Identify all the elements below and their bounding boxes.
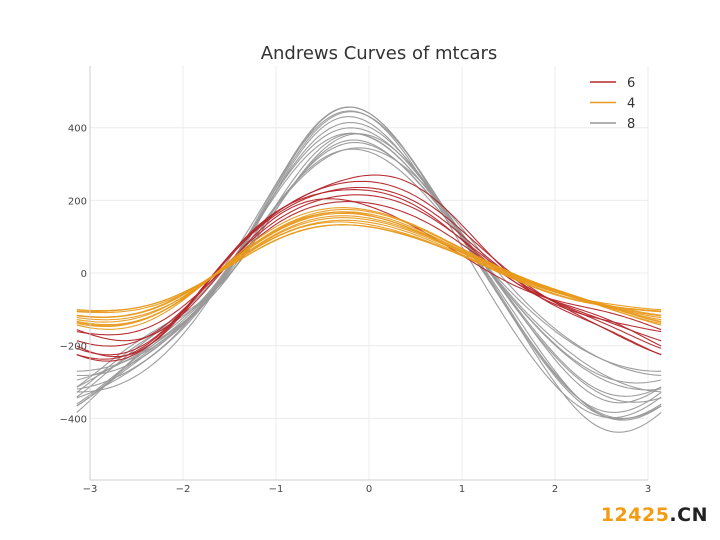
andrews-curve-group-4 <box>76 211 662 326</box>
andrews-curve-group-8 <box>76 132 662 391</box>
y-tick-label: 400 <box>68 124 87 135</box>
chart-title: Andrews Curves of mtcars <box>261 43 498 64</box>
legend-label-6: 6 <box>627 76 635 91</box>
andrews-curve-group-6 <box>76 180 662 360</box>
x-tick-label: 0 <box>366 484 372 495</box>
x-tick-label: −1 <box>269 484 284 495</box>
curves <box>76 106 662 433</box>
andrews-curve-group-8 <box>76 139 662 404</box>
andrews-curve-group-8 <box>76 127 662 393</box>
watermark: 12425.CN <box>601 504 708 526</box>
andrews-curve-group-6 <box>76 194 662 347</box>
grid <box>89 66 649 480</box>
tick-labels: −3 −2 −1 0 1 2 3 −400 −200 0 200 400 <box>60 124 652 495</box>
legend: 6 4 8 <box>590 76 635 132</box>
andrews-curve-group-4 <box>76 224 662 312</box>
y-tick-label: −400 <box>60 414 87 425</box>
watermark-number: 12425 <box>600 504 670 526</box>
x-tick-label: 2 <box>552 484 558 495</box>
x-tick-label: 3 <box>645 484 651 495</box>
andrews-curve-group-8 <box>76 106 662 433</box>
watermark-domain: .CN <box>669 504 708 526</box>
andrews-curve-group-8 <box>76 141 662 384</box>
andrews-curve-group-8 <box>76 121 662 403</box>
x-tick-label: −3 <box>83 484 98 495</box>
x-tick-label: 1 <box>459 484 465 495</box>
x-tick-label: −2 <box>176 484 191 495</box>
andrews-curve-group-4 <box>76 221 662 314</box>
andrews-curve-group-8 <box>76 116 662 421</box>
y-tick-label: 0 <box>81 269 87 280</box>
y-tick-label: 200 <box>68 196 87 207</box>
legend-label-4: 4 <box>627 97 635 112</box>
legend-label-8: 8 <box>627 117 635 132</box>
axes <box>89 66 648 481</box>
andrews-curve-group-6 <box>76 189 662 358</box>
y-tick-label: −200 <box>60 342 87 353</box>
andrews-curve-group-8 <box>76 111 662 420</box>
